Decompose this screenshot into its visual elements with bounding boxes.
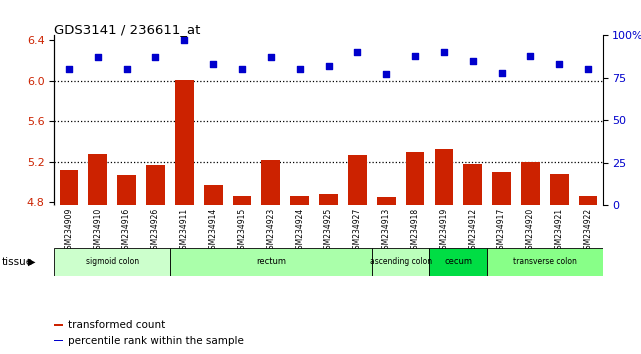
Bar <box>262 160 280 205</box>
Text: GSM234926: GSM234926 <box>151 207 160 254</box>
Bar <box>463 164 482 205</box>
Bar <box>233 196 251 205</box>
Bar <box>54 324 63 326</box>
Text: GSM234920: GSM234920 <box>526 207 535 254</box>
Bar <box>170 248 372 276</box>
Bar <box>377 197 395 205</box>
Bar <box>550 174 569 205</box>
Point <box>438 50 449 55</box>
Text: GSM234921: GSM234921 <box>554 207 564 253</box>
Point <box>467 58 478 64</box>
Point <box>381 72 391 77</box>
Text: GSM234912: GSM234912 <box>468 207 478 253</box>
Text: GSM234914: GSM234914 <box>208 207 218 254</box>
Point <box>93 55 103 60</box>
Point <box>150 55 160 60</box>
Text: GSM234924: GSM234924 <box>295 207 304 254</box>
Point <box>294 67 305 72</box>
Text: ▶: ▶ <box>28 257 36 267</box>
Point <box>265 55 276 60</box>
Point <box>208 62 218 67</box>
Text: GSM234910: GSM234910 <box>93 207 103 254</box>
Text: transverse colon: transverse colon <box>513 257 577 267</box>
Bar <box>54 248 170 276</box>
Bar <box>429 248 487 276</box>
Point <box>496 70 506 76</box>
Point <box>64 67 74 72</box>
Bar <box>487 248 603 276</box>
Bar <box>117 175 136 205</box>
Text: cecum: cecum <box>444 257 472 267</box>
Bar <box>54 340 63 341</box>
Bar <box>372 248 429 276</box>
Text: GDS3141 / 236611_at: GDS3141 / 236611_at <box>54 23 201 36</box>
Text: sigmoid colon: sigmoid colon <box>86 257 138 267</box>
Text: percentile rank within the sample: percentile rank within the sample <box>68 336 244 346</box>
Text: GSM234916: GSM234916 <box>122 207 131 254</box>
Point <box>554 62 564 67</box>
Text: rectum: rectum <box>256 257 286 267</box>
Text: GSM234919: GSM234919 <box>439 207 449 254</box>
Bar <box>290 196 309 205</box>
Bar <box>435 149 453 205</box>
Point <box>122 67 132 72</box>
Bar <box>88 154 107 205</box>
Text: tissue: tissue <box>2 257 33 267</box>
Bar <box>175 80 194 205</box>
Text: GSM234922: GSM234922 <box>583 207 593 253</box>
Text: GSM234918: GSM234918 <box>410 207 420 253</box>
Text: ascending colon: ascending colon <box>370 257 431 267</box>
Point <box>353 50 363 55</box>
Point <box>237 67 247 72</box>
Bar <box>348 155 367 205</box>
Text: GSM234927: GSM234927 <box>353 207 362 254</box>
Bar <box>204 185 222 205</box>
Bar <box>319 194 338 205</box>
Text: GSM234911: GSM234911 <box>179 207 189 253</box>
Bar <box>579 196 597 205</box>
Bar <box>146 165 165 205</box>
Text: GSM234917: GSM234917 <box>497 207 506 254</box>
Text: GSM234913: GSM234913 <box>381 207 391 254</box>
Point <box>410 53 420 59</box>
Text: GSM234923: GSM234923 <box>266 207 276 254</box>
Point <box>179 38 190 43</box>
Bar <box>521 162 540 205</box>
Text: GSM234909: GSM234909 <box>64 207 74 254</box>
Point <box>525 53 535 59</box>
Bar <box>60 170 78 205</box>
Bar <box>406 152 424 205</box>
Text: GSM234925: GSM234925 <box>324 207 333 254</box>
Text: transformed count: transformed count <box>68 320 165 330</box>
Point <box>323 63 333 69</box>
Point <box>583 67 594 72</box>
Text: GSM234915: GSM234915 <box>237 207 247 254</box>
Bar <box>492 172 511 205</box>
